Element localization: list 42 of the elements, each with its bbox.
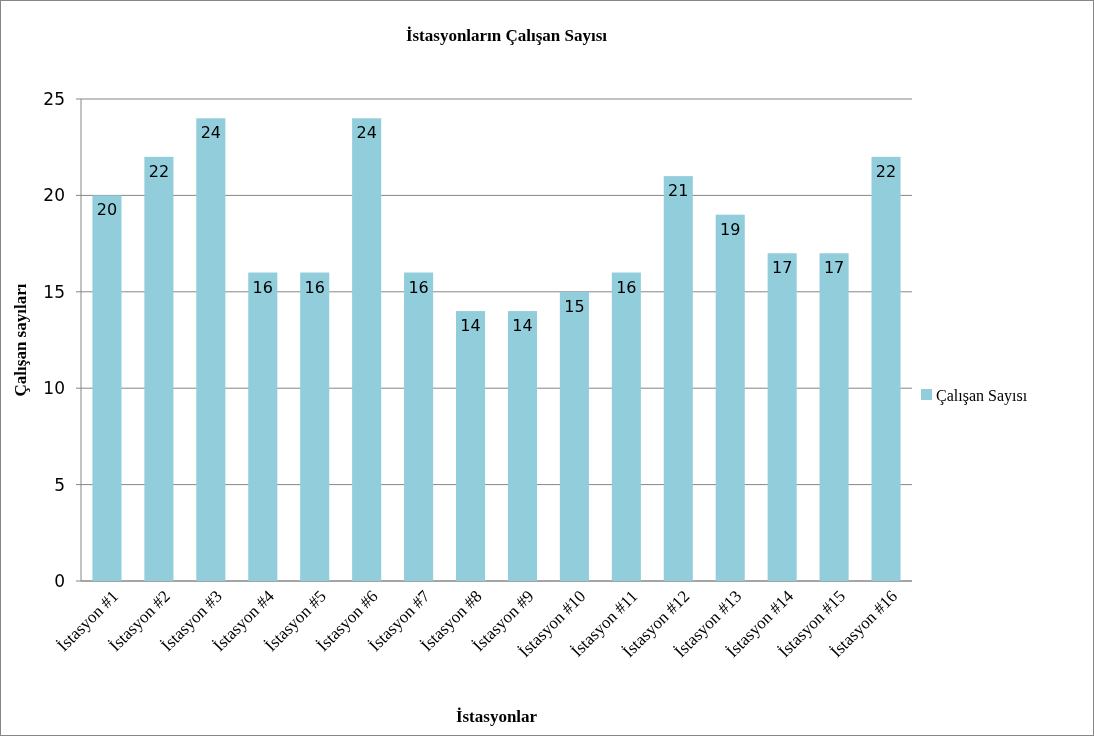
y-tick-label: 25 (43, 88, 65, 109)
bar (248, 272, 278, 581)
data-label: 19 (720, 219, 741, 239)
bar (404, 272, 434, 581)
bar (352, 118, 382, 581)
data-label: 24 (356, 123, 377, 143)
data-label: 24 (200, 123, 222, 143)
y-tick-label: 10 (43, 378, 65, 399)
data-label: 21 (668, 181, 689, 201)
data-label: 14 (512, 316, 533, 336)
y-tick-label: 20 (43, 185, 65, 206)
bar (300, 272, 330, 581)
data-label: 15 (564, 296, 585, 316)
bar (767, 253, 797, 581)
data-label: 14 (460, 316, 481, 336)
data-label: 16 (252, 277, 273, 297)
data-label: 22 (148, 161, 170, 181)
data-label: 16 (304, 277, 325, 297)
y-axis-title: Çalışan sayıları (11, 283, 30, 397)
data-label: 20 (96, 200, 118, 220)
bar (507, 311, 538, 581)
bar (455, 311, 486, 581)
data-label: 16 (616, 277, 637, 297)
data-label: 16 (408, 277, 429, 297)
data-label: 17 (771, 258, 793, 278)
bar (92, 195, 122, 581)
bar (611, 272, 641, 581)
bar (663, 176, 693, 581)
bar (819, 253, 849, 581)
x-axis-title: İstasyonlar (455, 707, 538, 726)
data-label: 22 (875, 161, 897, 181)
bar (871, 156, 901, 581)
chart-title: İstasyonların Çalışan Sayısı (405, 26, 608, 45)
y-tick-label: 15 (43, 281, 65, 302)
data-label: 17 (823, 258, 845, 278)
bar (144, 156, 174, 581)
y-tick-label: 5 (54, 474, 65, 495)
y-tick-label: 0 (54, 570, 65, 591)
bar (559, 291, 589, 581)
legend-label: Çalışan Sayısı (936, 386, 1028, 405)
bar (715, 214, 745, 581)
bar (196, 118, 226, 581)
